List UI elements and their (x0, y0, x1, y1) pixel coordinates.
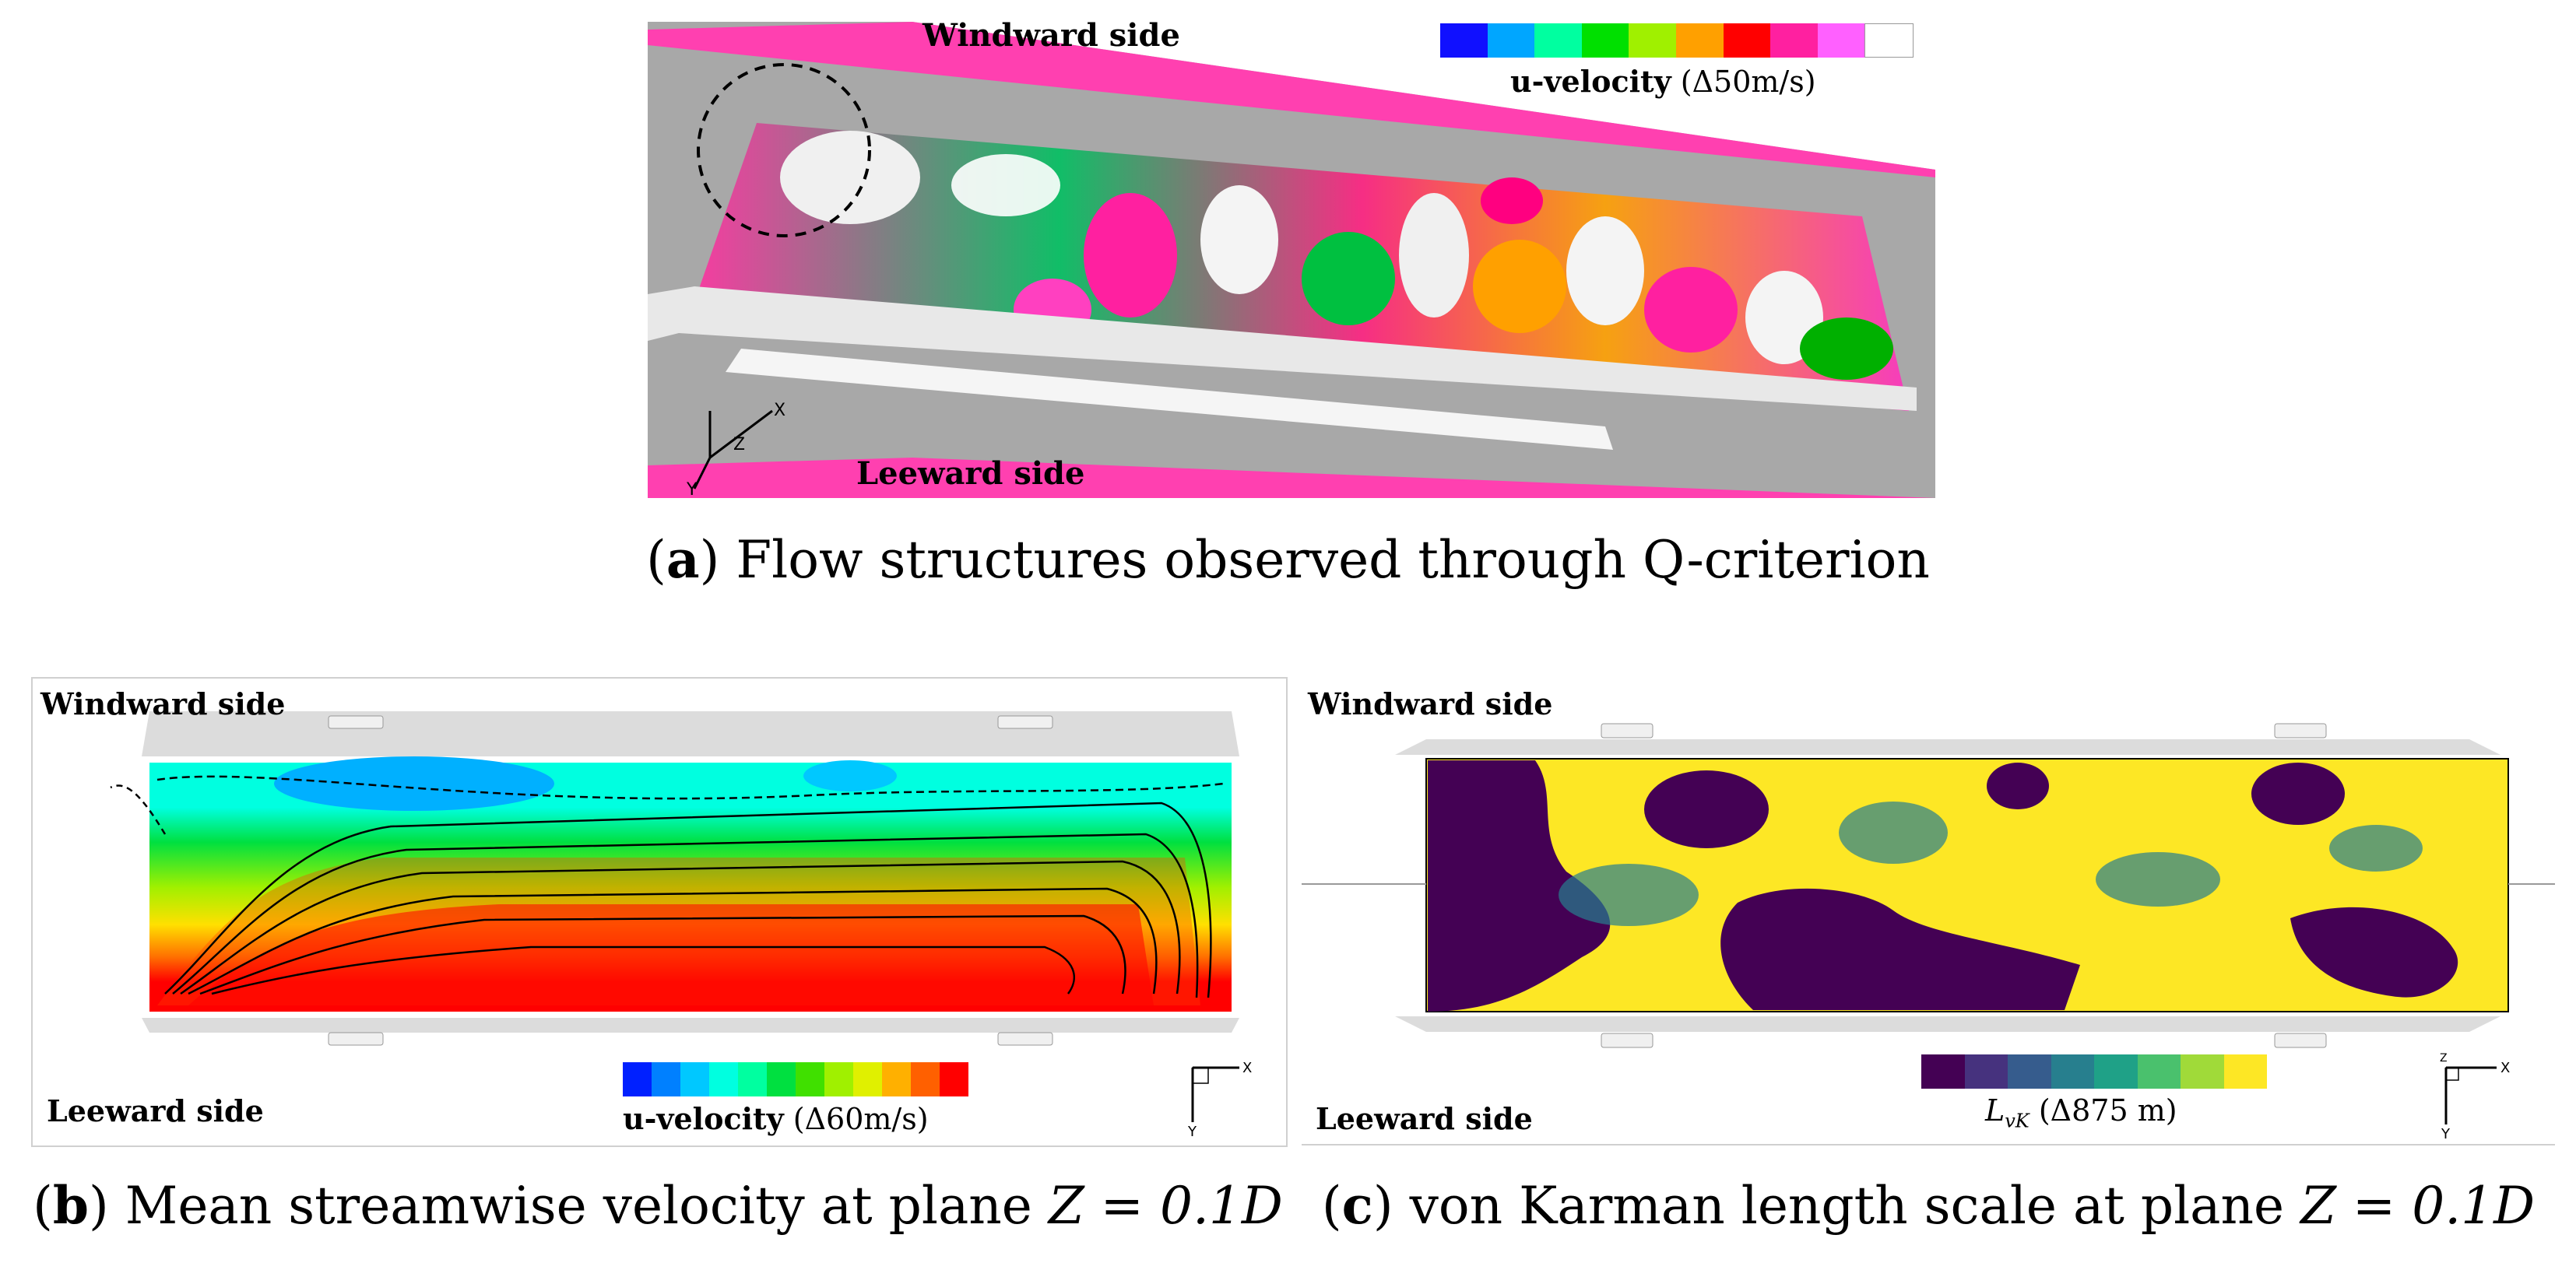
highlight-circle (697, 63, 871, 237)
colorbar-swatch (911, 1062, 940, 1096)
length-scale-plot (1302, 723, 2555, 1048)
panel-a-colorbar-title: u-velocity (Δ50m/s) (1510, 64, 1816, 99)
colorbar-swatch (1723, 23, 1771, 58)
axis-y-label: Y (1187, 1124, 1197, 1140)
colorbar-swatch (738, 1062, 767, 1096)
colorbar-swatch (882, 1062, 911, 1096)
colorbar-swatch (709, 1062, 738, 1096)
colorbar-swatch (652, 1062, 680, 1096)
colorbar-swatch (1770, 23, 1818, 58)
panel-b-colorbar-title: u-velocity (Δ60m/s) (623, 1101, 929, 1136)
panel-c-colorbar-title: LvK (Δ875 m) (1985, 1093, 2177, 1132)
axis-y-label: Y (686, 480, 698, 498)
colorbar-swatch (1440, 23, 1488, 58)
bottom-wall-strip (648, 458, 1935, 498)
bottom-wall (1395, 1016, 2500, 1032)
panel-c-figure: X Z Y (1302, 677, 2555, 1145)
panel-a-axes-triad: X Z Y (686, 401, 785, 498)
axis-y-label: Y (2441, 1126, 2451, 1142)
velocity-contour-plot (110, 711, 1239, 1046)
recirculation-zone (274, 756, 554, 811)
colorbar-swatch (1864, 23, 1914, 58)
panel-b-colorbar (623, 1062, 968, 1096)
contour-lines (110, 775, 1225, 998)
colorbar-swatch (1487, 23, 1535, 58)
colorbar-swatch (824, 1062, 853, 1096)
panel-a-windward-label: Windward side (923, 17, 1180, 54)
colorbar-swatch (623, 1062, 652, 1096)
colorbar-swatch (2008, 1054, 2051, 1089)
q-criterion-render (648, 22, 1935, 498)
panel-c-caption: (c) von Karman length scale at plane Z =… (1321, 1175, 2536, 1236)
bottom-wall (142, 1018, 1239, 1033)
panel-b-caption: (b) Mean streamwise velocity at plane Z … (33, 1175, 1283, 1236)
panel-c-axes-triad: X Z Y (2440, 1052, 2510, 1142)
top-wall-strip (648, 22, 1935, 177)
axis-x-label: X (2500, 1060, 2510, 1076)
axis-x-label: X (1242, 1060, 1252, 1076)
leeward-vortex-tube (726, 349, 1613, 450)
panel-a-caption: (a) Flow structures observed through Q-c… (646, 529, 1930, 590)
dark-regions (1428, 760, 2458, 1012)
axis-x-label: X (774, 401, 785, 420)
colorbar-swatch (2137, 1054, 2181, 1089)
colorbar-swatch (1675, 23, 1724, 58)
colorbar-swatch (680, 1062, 709, 1096)
colorbar-swatch (853, 1062, 882, 1096)
colorbar-swatch (940, 1062, 968, 1096)
panel-a-figure: X Z Y (648, 22, 1935, 498)
panel-c-colorbar (1921, 1054, 2267, 1089)
colorbar-swatch (1629, 23, 1676, 58)
colorbar-swatch (1921, 1054, 1965, 1089)
colorbar-swatch (1581, 23, 1629, 58)
panel-c-leeward-label: Leeward side (1316, 1101, 1533, 1136)
panel-a-leeward-label: Leeward side (856, 455, 1085, 492)
colorbar-swatch (1964, 1054, 2008, 1089)
colorbar-swatch (1534, 23, 1582, 58)
top-wall (142, 711, 1239, 756)
axis-z-label: Z (733, 435, 745, 454)
colorbar-swatch (796, 1062, 824, 1096)
axis-z-label: Z (2440, 1052, 2448, 1065)
colorbar-swatch (2051, 1054, 2094, 1089)
panel-b-axes-triad: X Y (1187, 1060, 1252, 1140)
panel-a-colorbar (1440, 23, 1914, 58)
colorbar-swatch (1817, 23, 1865, 58)
colorbar-swatch (2223, 1054, 2267, 1089)
colorbar-swatch (767, 1062, 796, 1096)
top-wall (1395, 739, 2500, 755)
colorbar-swatch (2094, 1054, 2138, 1089)
panel-c-windward-label: Windward side (1308, 686, 1553, 721)
leeward-wall (648, 286, 1917, 411)
vortex-structures (780, 131, 1893, 380)
colorbar-swatch (2181, 1054, 2224, 1089)
panel-b-windward-label: Windward side (40, 686, 286, 721)
panel-b-leeward-label: Leeward side (47, 1093, 264, 1128)
